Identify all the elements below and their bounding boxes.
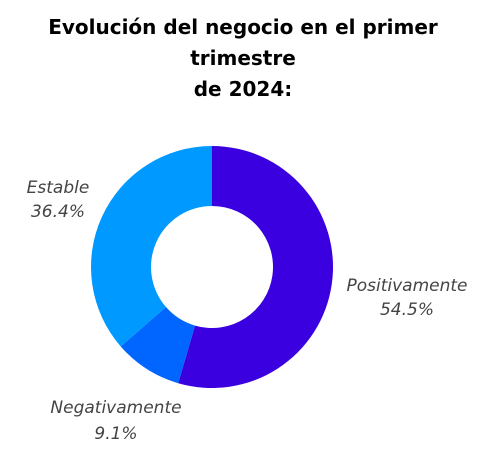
slice-label-positivamente-name: Positivamente: [346, 276, 467, 296]
slice-label-estable-name: Estable: [27, 178, 90, 198]
slice-positivamente: [178, 146, 334, 388]
slice-label-negativamente-name: Negativamente: [50, 398, 181, 418]
slice-labels: Positivamente 54.5% Negativamente 9.1% Estab…: [27, 178, 468, 444]
donut-slices: [91, 146, 334, 388]
slice-label-positivamente-value: 54.5%: [380, 300, 434, 320]
chart-title-line-1: Evolución del negocio en el primer trime…: [48, 15, 438, 70]
chart-title: Evolución del negocio en el primer trime…: [0, 12, 486, 105]
slice-label-estable-value: 36.4%: [31, 202, 85, 222]
slice-estable: [91, 146, 212, 347]
slice-negativamente: [120, 307, 195, 384]
slice-label-negativamente-value: 9.1%: [94, 424, 137, 444]
chart-title-line-2: de 2024:: [193, 77, 293, 101]
